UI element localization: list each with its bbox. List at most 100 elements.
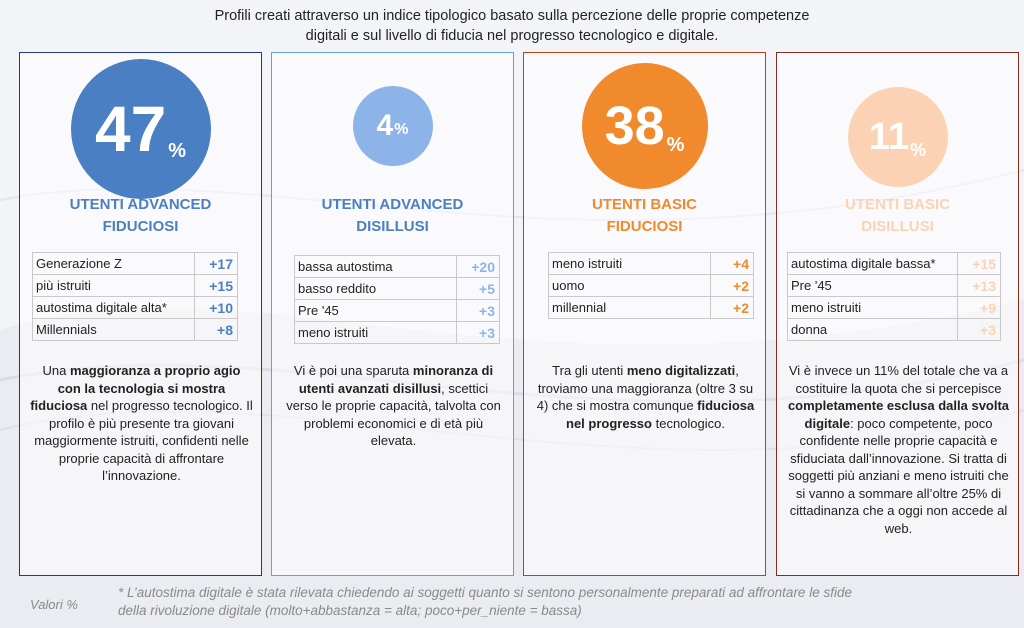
metric-value: +2 bbox=[710, 296, 754, 319]
metric-label: uomo bbox=[548, 274, 711, 297]
metrics-table: bassa autostima +20 basso reddito +5 Pre '45… bbox=[294, 255, 500, 344]
profile-title-line-1: UTENTI BASIC bbox=[592, 196, 697, 213]
metric-row: Pre '45 +13 bbox=[787, 274, 1001, 297]
header-line-2: digitali e sul livello di fiducia nel pr… bbox=[305, 28, 719, 44]
metric-row: millennial +2 bbox=[548, 296, 754, 319]
percentage-value: 47 bbox=[95, 93, 167, 165]
metric-value: +15 bbox=[194, 274, 238, 297]
description-highlight: fiduciosa nel progresso bbox=[566, 398, 755, 431]
description-text: tecnologico. bbox=[651, 415, 725, 431]
profile-title-line-2: FIDUCIOSI bbox=[102, 218, 179, 235]
description-text: Vi è poi una sparuta bbox=[293, 363, 413, 378]
metric-value: +5 bbox=[456, 277, 500, 300]
metric-value: +3 bbox=[456, 321, 500, 344]
percentage-circle: 38 % bbox=[581, 63, 708, 189]
profile-title: UTENTI ADVANCED FIDUCIOSI bbox=[20, 194, 261, 238]
metric-label: Pre '45 bbox=[787, 274, 958, 297]
metric-row: meno istruiti +3 bbox=[294, 321, 500, 344]
metric-value: +4 bbox=[710, 252, 754, 275]
profile-title-line-2: DISILLUSI bbox=[861, 218, 934, 235]
metric-row: più istruiti +15 bbox=[32, 274, 238, 297]
metric-row: meno istruiti +4 bbox=[548, 252, 754, 275]
profile-card-advanced-fiduciosi: 47 % UTENTI ADVANCED FIDUCIOSI Generazio… bbox=[19, 52, 262, 576]
metric-row: autostima digitale bassa* +15 bbox=[787, 252, 1001, 275]
metric-label: basso reddito bbox=[294, 277, 457, 300]
header-line-1: Profili creati attraverso un indice tipo… bbox=[214, 8, 810, 24]
description-text: nel progresso tecnologico. Il profilo è … bbox=[34, 398, 253, 483]
description-text: : poco competente, poco confidente nelle… bbox=[788, 415, 1009, 536]
description-highlight: minoranza di utenti avanzati disillusi bbox=[298, 363, 494, 396]
metric-label: autostima digitale alta* bbox=[32, 296, 195, 319]
metric-value: +8 bbox=[194, 318, 238, 341]
profile-title: UTENTI BASIC FIDUCIOSI bbox=[524, 194, 765, 238]
metric-label: autostima digitale bassa* bbox=[787, 252, 958, 275]
description-highlight: maggioranza a proprio agio con la tecnol… bbox=[30, 363, 241, 413]
profile-description: Vi è poi una sparuta minoranza di utenti… bbox=[282, 362, 505, 450]
metric-value: +17 bbox=[194, 252, 238, 275]
metrics-table: autostima digitale bassa* +15 Pre '45 +13 me… bbox=[787, 252, 1001, 341]
metric-value: +15 bbox=[957, 252, 1001, 275]
metric-label: donna bbox=[787, 318, 958, 341]
percentage-sign: % bbox=[168, 140, 186, 162]
metric-label: più istruiti bbox=[32, 274, 195, 297]
metric-row: bassa autostima +20 bbox=[294, 255, 500, 278]
metric-row: donna +3 bbox=[787, 318, 1001, 341]
profile-card-basic-fiduciosi: 38 % UTENTI BASIC FIDUCIOSI meno istruit… bbox=[523, 52, 766, 576]
description-text: Una bbox=[42, 363, 70, 378]
profile-description: Tra gli utenti meno digitalizzati, trovi… bbox=[534, 362, 757, 432]
profile-title-line-2: DISILLUSI bbox=[356, 218, 429, 235]
metric-value: +20 bbox=[456, 255, 500, 278]
metric-label: meno istruiti bbox=[787, 296, 958, 319]
profile-title-line-1: UTENTI BASIC bbox=[845, 196, 950, 213]
percentage-circle: 11 % bbox=[847, 87, 948, 187]
metric-label: bassa autostima bbox=[294, 255, 457, 278]
metric-label: Millennials bbox=[32, 318, 195, 341]
profile-description: Vi è invece un 11% del totale che va a c… bbox=[787, 362, 1010, 537]
metric-value: +13 bbox=[957, 274, 1001, 297]
metric-row: Pre '45 +3 bbox=[294, 299, 500, 322]
profile-title: UTENTI BASIC DISILLUSI bbox=[777, 194, 1018, 238]
metric-row: Millennials +8 bbox=[32, 318, 238, 341]
percentage-value: 38 bbox=[604, 96, 665, 156]
footnote-line-2: della rivoluzione digitale (molto+abbast… bbox=[118, 603, 582, 618]
profile-title-line-1: UTENTI ADVANCED bbox=[321, 196, 464, 213]
metric-value: +9 bbox=[957, 296, 1001, 319]
percentage-sign: % bbox=[910, 140, 927, 160]
profile-description: Una maggioranza a proprio agio con la te… bbox=[30, 362, 253, 485]
metrics-table: Generazione Z +17 più istruiti +15 autostima… bbox=[32, 252, 238, 341]
description-highlight: completamente esclusa dalla svolta digit… bbox=[787, 398, 1010, 431]
metric-value: +3 bbox=[957, 318, 1001, 341]
description-highlight: meno digitalizzati bbox=[626, 363, 736, 378]
metric-label: meno istruiti bbox=[294, 321, 457, 344]
percentage-sign: % bbox=[394, 121, 409, 138]
metric-label: meno istruiti bbox=[548, 252, 711, 275]
description-text: Vi è invece un 11% del totale che va a c… bbox=[788, 363, 1009, 396]
percentage-circle: 4 % bbox=[352, 86, 433, 166]
footer-units-label: Valori % bbox=[30, 597, 78, 612]
percentage-value: 11 bbox=[868, 116, 910, 158]
metric-label: millennial bbox=[548, 296, 711, 319]
description-text: , scettici verso le proprie capacità, ta… bbox=[286, 380, 501, 449]
metric-value: +3 bbox=[456, 299, 500, 322]
profile-title-line-1: UTENTI ADVANCED bbox=[69, 196, 212, 213]
profile-card-advanced-disillusi: 4 % UTENTI ADVANCED DISILLUSI bassa auto… bbox=[271, 52, 514, 576]
footnote: * L’autostima digitale è stata rilevata … bbox=[118, 584, 998, 620]
metric-row: meno istruiti +9 bbox=[787, 296, 1001, 319]
metric-value: +10 bbox=[194, 296, 238, 319]
footnote-line-1: * L’autostima digitale è stata rilevata … bbox=[118, 585, 852, 600]
profile-title-line-2: FIDUCIOSI bbox=[606, 218, 683, 235]
metric-row: autostima digitale alta* +10 bbox=[32, 296, 238, 319]
header-caption: Profili creati attraverso un indice tipo… bbox=[140, 6, 884, 46]
profile-title: UTENTI ADVANCED DISILLUSI bbox=[272, 194, 513, 238]
description-text: , troviamo una maggioranza (oltre 3 su 4… bbox=[536, 363, 754, 413]
percentage-circle: 47 % bbox=[70, 59, 211, 199]
percentage-value: 4 bbox=[376, 109, 394, 142]
metric-value: +2 bbox=[710, 274, 754, 297]
metric-row: Generazione Z +17 bbox=[32, 252, 238, 275]
description-text: Tra gli utenti bbox=[552, 363, 627, 378]
metric-label: Pre '45 bbox=[294, 299, 457, 322]
metrics-table: meno istruiti +4 uomo +2 millennial +2 bbox=[548, 252, 754, 319]
metric-label: Generazione Z bbox=[32, 252, 195, 275]
metric-row: uomo +2 bbox=[548, 274, 754, 297]
profile-card-basic-disillusi: 11 % UTENTI BASIC DISILLUSI autostima di… bbox=[776, 52, 1019, 576]
